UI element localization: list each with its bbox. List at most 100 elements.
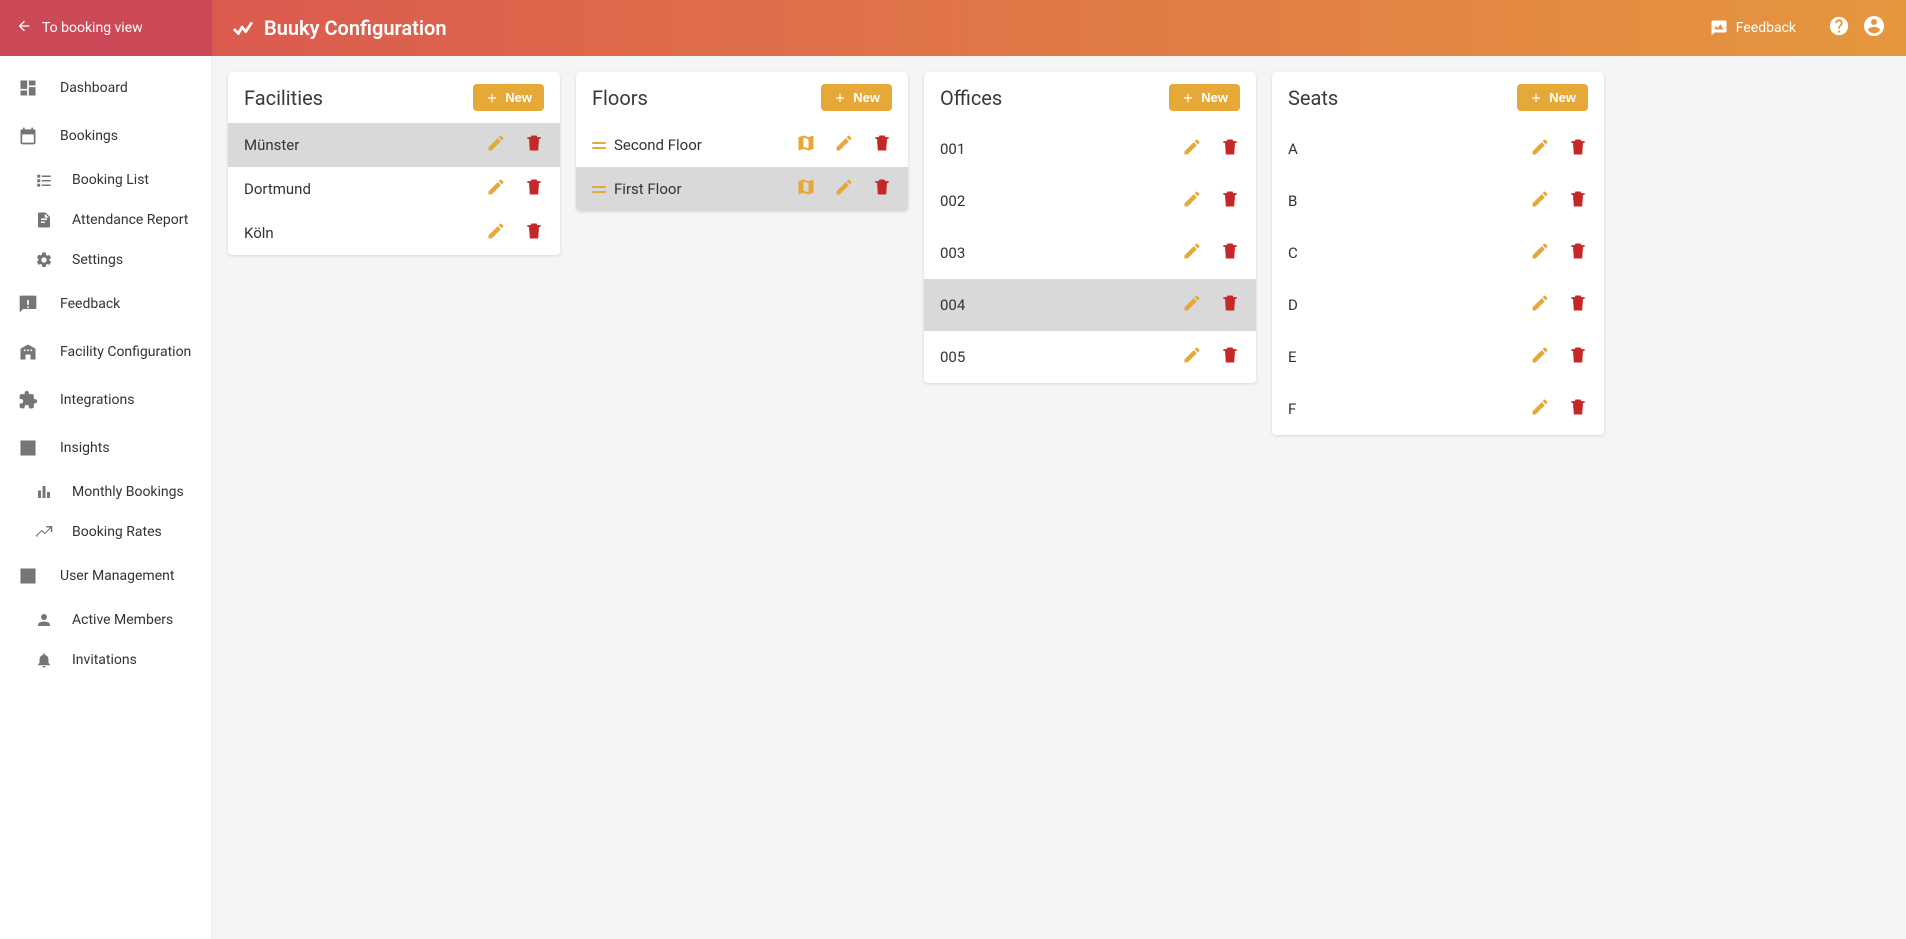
delete-button[interactable]	[1568, 397, 1588, 421]
help-button[interactable]	[1828, 15, 1850, 41]
account-icon	[1862, 14, 1886, 38]
offices-row[interactable]: 004	[924, 279, 1256, 331]
sidebar-item-label: Booking List	[72, 172, 149, 188]
seats-row[interactable]: D	[1272, 279, 1604, 331]
edit-button[interactable]	[1530, 137, 1550, 161]
map-button[interactable]	[796, 177, 816, 201]
sidebar-item-bookings[interactable]: Bookings	[0, 112, 211, 160]
trash-icon	[1220, 189, 1240, 213]
back-to-booking-button[interactable]: To booking view	[0, 0, 212, 56]
sidebar-item-attendance-report[interactable]: Attendance Report	[0, 200, 211, 240]
offices-row[interactable]: 001	[924, 123, 1256, 175]
map-button[interactable]	[796, 133, 816, 157]
dashboard-icon	[16, 78, 40, 98]
sidebar-item-feedback[interactable]: Feedback	[0, 280, 211, 328]
row-actions	[1182, 345, 1240, 369]
drag-handle-icon[interactable]	[592, 142, 608, 149]
sidebar-item-label: Facility Configuration	[60, 344, 191, 360]
new-facilities-button[interactable]: New	[473, 84, 544, 111]
account-button[interactable]	[1862, 14, 1886, 42]
row-actions	[1530, 397, 1588, 421]
row-actions	[796, 133, 892, 157]
edit-button[interactable]	[1530, 397, 1550, 421]
delete-button[interactable]	[1220, 241, 1240, 265]
edit-button[interactable]	[1530, 345, 1550, 369]
row-label: A	[1288, 140, 1530, 158]
sidebar-item-monthly-bookings[interactable]: Monthly Bookings	[0, 472, 211, 512]
floors-row[interactable]: First Floor	[576, 167, 908, 211]
drag-handle-icon[interactable]	[592, 186, 608, 193]
edit-button[interactable]	[1182, 137, 1202, 161]
delete-button[interactable]	[524, 177, 544, 201]
delete-button[interactable]	[1568, 241, 1588, 265]
row-actions	[1182, 293, 1240, 317]
sidebar-item-facility-configuration[interactable]: Facility Configuration	[0, 328, 211, 376]
delete-button[interactable]	[1568, 137, 1588, 161]
new-seats-button[interactable]: New	[1517, 84, 1588, 111]
sidebar-item-integrations[interactable]: Integrations	[0, 376, 211, 424]
delete-button[interactable]	[1220, 189, 1240, 213]
edit-button[interactable]	[1182, 241, 1202, 265]
edit-button[interactable]	[1530, 189, 1550, 213]
sidebar-item-insights[interactable]: Insights	[0, 424, 211, 472]
trash-icon	[524, 221, 544, 245]
seats-row[interactable]: E	[1272, 331, 1604, 383]
arrow-left-icon	[16, 18, 32, 38]
edit-button[interactable]	[834, 177, 854, 201]
edit-button[interactable]	[486, 221, 506, 245]
delete-button[interactable]	[1220, 345, 1240, 369]
delete-button[interactable]	[1220, 137, 1240, 161]
row-actions	[1182, 137, 1240, 161]
delete-button[interactable]	[1568, 189, 1588, 213]
edit-button[interactable]	[1530, 241, 1550, 265]
seats-row[interactable]: F	[1272, 383, 1604, 435]
pencil-icon	[486, 133, 506, 157]
new-button-label: New	[853, 90, 880, 105]
delete-button[interactable]	[872, 177, 892, 201]
delete-button[interactable]	[524, 133, 544, 157]
new-offices-button[interactable]: New	[1169, 84, 1240, 111]
row-actions	[1530, 345, 1588, 369]
edit-button[interactable]	[486, 133, 506, 157]
sidebar-item-user-management[interactable]: User Management	[0, 552, 211, 600]
floors-row[interactable]: Second Floor	[576, 123, 908, 167]
offices-row[interactable]: 005	[924, 331, 1256, 383]
feedback-button[interactable]: Feedback	[1710, 19, 1796, 37]
delete-button[interactable]	[872, 133, 892, 157]
seats-row[interactable]: C	[1272, 227, 1604, 279]
edit-button[interactable]	[1182, 189, 1202, 213]
row-label: 002	[940, 192, 1182, 210]
sidebar-item-booking-rates[interactable]: Booking Rates	[0, 512, 211, 552]
row-actions	[1182, 241, 1240, 265]
facilities-row[interactable]: Dortmund	[228, 167, 560, 211]
offices-row[interactable]: 002	[924, 175, 1256, 227]
delete-button[interactable]	[1568, 293, 1588, 317]
facilities-row[interactable]: Münster	[228, 123, 560, 167]
sidebar-item-invitations[interactable]: Invitations	[0, 640, 211, 680]
facilities-row[interactable]: Köln	[228, 211, 560, 255]
list-icon	[32, 171, 56, 189]
edit-button[interactable]	[1530, 293, 1550, 317]
page-title: Buuky Configuration	[264, 16, 447, 40]
row-label: Dortmund	[244, 180, 486, 198]
edit-button[interactable]	[1182, 293, 1202, 317]
row-label: F	[1288, 400, 1530, 418]
seats-row[interactable]: B	[1272, 175, 1604, 227]
edit-button[interactable]	[1182, 345, 1202, 369]
edit-button[interactable]	[834, 133, 854, 157]
pencil-icon	[1530, 293, 1550, 317]
seats-row[interactable]: A	[1272, 123, 1604, 175]
sidebar-item-dashboard[interactable]: Dashboard	[0, 64, 211, 112]
delete-button[interactable]	[1220, 293, 1240, 317]
sidebar-item-settings[interactable]: Settings	[0, 240, 211, 280]
sidebar-item-active-members[interactable]: Active Members	[0, 600, 211, 640]
row-label: 001	[940, 140, 1182, 158]
new-floors-button[interactable]: New	[821, 84, 892, 111]
delete-button[interactable]	[524, 221, 544, 245]
offices-row[interactable]: 003	[924, 227, 1256, 279]
sidebar-item-booking-list[interactable]: Booking List	[0, 160, 211, 200]
map-icon	[796, 133, 816, 157]
row-actions	[486, 177, 544, 201]
delete-button[interactable]	[1568, 345, 1588, 369]
edit-button[interactable]	[486, 177, 506, 201]
